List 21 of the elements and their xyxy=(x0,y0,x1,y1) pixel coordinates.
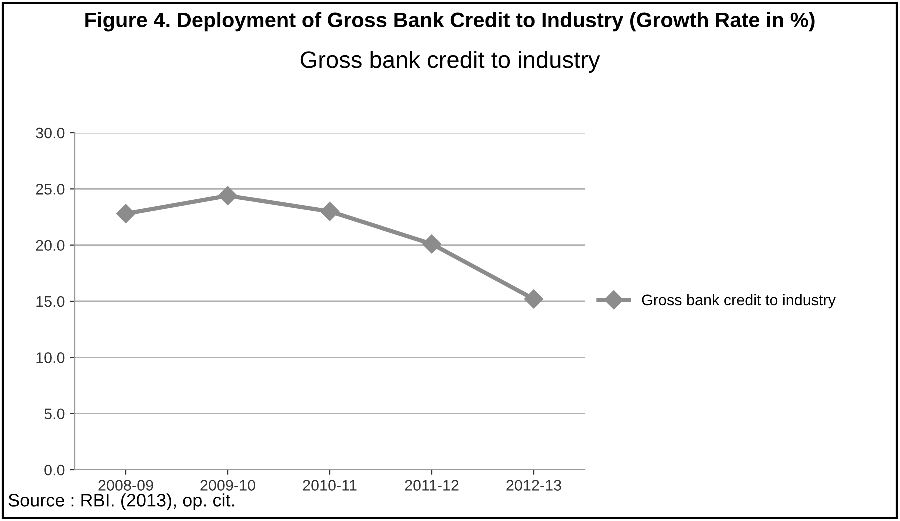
x-tick-label: 2011-12 xyxy=(405,480,459,491)
x-tick-label: 2008-09 xyxy=(98,480,154,491)
chart-title: Figure 4. Deployment of Gross Bank Credit to Industry (Growth Rate in %) xyxy=(86,12,815,32)
point xyxy=(422,234,442,254)
x-tick-label: 2010-11 xyxy=(303,480,357,491)
x-tick-label: 2012-13 xyxy=(506,480,562,491)
point xyxy=(116,204,136,224)
y-tick-label: 10.0 xyxy=(36,352,65,364)
point xyxy=(320,202,340,222)
y-tick-label: 15.0 xyxy=(36,296,65,308)
y-tick-label: 25.0 xyxy=(36,184,65,195)
y-tick-label: 5.0 xyxy=(44,408,65,420)
y-tick-label: 0.0 xyxy=(44,464,65,476)
source-note: Source : RBI. (2013), op. cit. xyxy=(8,494,234,510)
chart-subtitle: Gross bank credit to industry xyxy=(300,50,600,74)
x-tick-label: 2009-10 xyxy=(200,480,256,491)
point xyxy=(218,186,238,206)
legend-label: Gross bank credit to industry xyxy=(642,294,836,309)
point xyxy=(524,290,544,309)
y-tick-label: 30.0 xyxy=(36,128,65,139)
y-tick-label: 20.0 xyxy=(36,240,65,252)
